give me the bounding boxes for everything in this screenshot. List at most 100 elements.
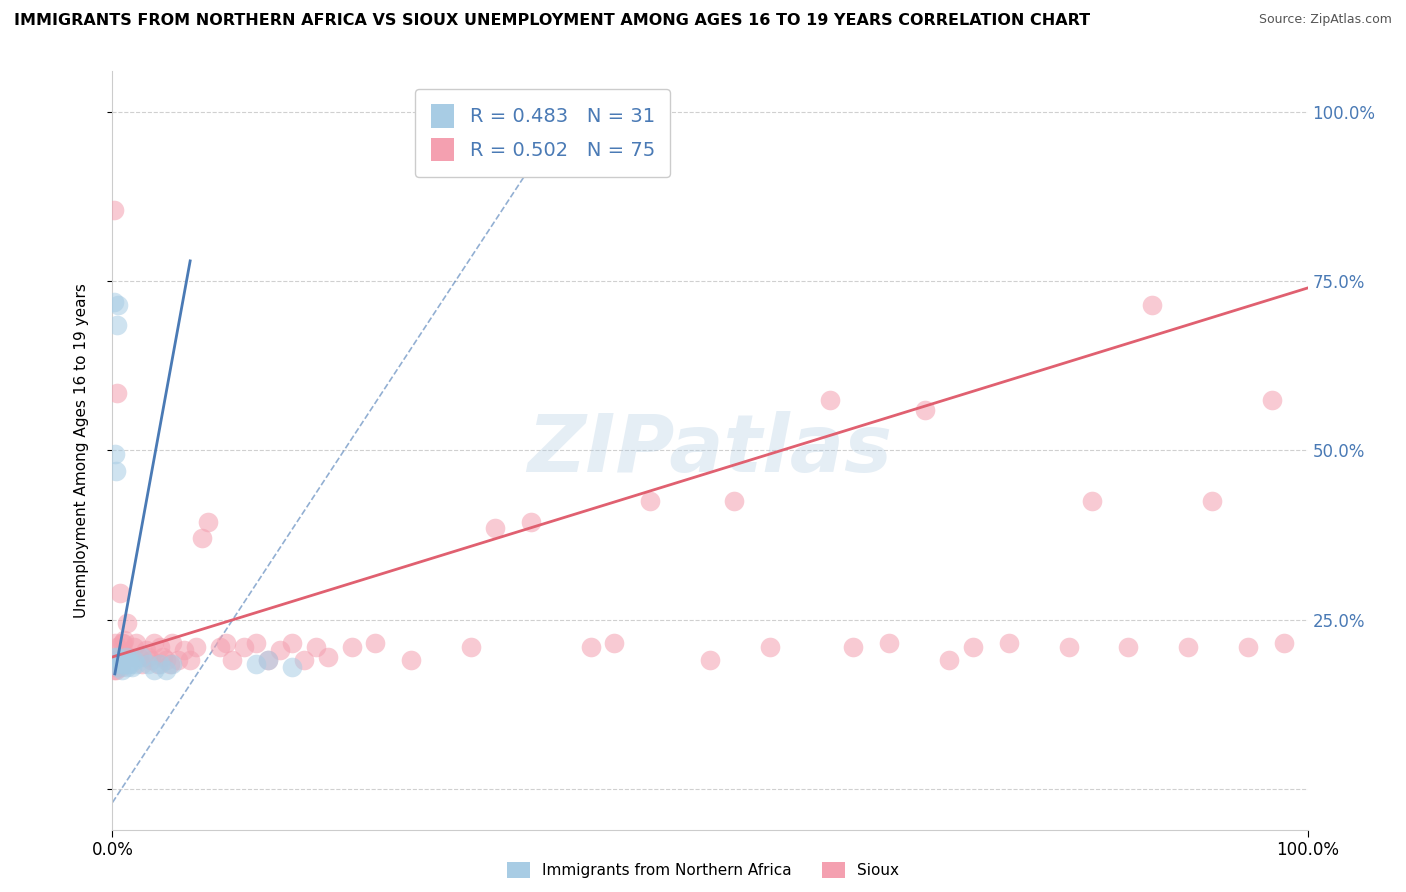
Point	[1272, 636, 1295, 650]
Point	[103, 653, 125, 667]
Point	[105, 385, 128, 400]
Point	[105, 640, 128, 654]
Point	[340, 640, 363, 654]
Point	[105, 653, 128, 667]
Legend: R = 0.483   N = 31, R = 0.502   N = 75: R = 0.483 N = 31, R = 0.502 N = 75	[415, 88, 671, 177]
Point	[149, 657, 172, 671]
Point	[115, 660, 138, 674]
Point	[138, 657, 160, 671]
Point	[120, 657, 142, 671]
Point	[105, 657, 128, 671]
Point	[245, 657, 267, 671]
Point	[245, 636, 267, 650]
Point	[104, 649, 127, 664]
Point	[122, 640, 145, 654]
Point	[108, 653, 131, 667]
Point	[159, 657, 181, 671]
Point	[962, 640, 984, 654]
Point	[105, 657, 128, 671]
Point	[146, 657, 169, 671]
Point	[143, 636, 166, 650]
Point	[139, 653, 162, 667]
Point	[143, 664, 166, 678]
Point	[1142, 298, 1164, 312]
Point	[152, 649, 174, 664]
Point	[131, 657, 153, 671]
Point	[257, 653, 280, 667]
Point	[723, 494, 745, 508]
Point	[879, 636, 901, 650]
Text: ZIPatlas: ZIPatlas	[527, 411, 893, 490]
Point	[111, 636, 134, 650]
Point	[104, 447, 127, 461]
Point	[842, 640, 865, 654]
Point	[155, 653, 177, 667]
Point	[105, 664, 128, 678]
Point	[914, 402, 936, 417]
Point	[167, 653, 190, 667]
Point	[1177, 640, 1199, 654]
Point	[191, 532, 214, 546]
Point	[114, 653, 135, 667]
Point	[520, 515, 543, 529]
Text: IMMIGRANTS FROM NORTHERN AFRICA VS SIOUX UNEMPLOYMENT AMONG AGES 16 TO 19 YEARS : IMMIGRANTS FROM NORTHERN AFRICA VS SIOUX…	[14, 13, 1090, 29]
Point	[112, 657, 135, 671]
Point	[316, 649, 339, 664]
Point	[186, 640, 208, 654]
Point	[107, 660, 129, 674]
Point	[103, 203, 125, 218]
Point	[138, 649, 160, 664]
Point	[460, 640, 482, 654]
Point	[162, 657, 183, 671]
Point	[484, 521, 506, 535]
Point	[179, 653, 201, 667]
Text: Source: ZipAtlas.com: Source: ZipAtlas.com	[1258, 13, 1392, 27]
Point	[197, 515, 219, 529]
Point	[108, 653, 131, 667]
Point	[111, 664, 134, 678]
Point	[114, 649, 136, 664]
Point	[579, 640, 602, 654]
Point	[221, 653, 243, 667]
Point	[105, 318, 128, 333]
Point	[209, 640, 232, 654]
Point	[818, 392, 841, 407]
Point	[110, 660, 132, 674]
Point	[233, 640, 256, 654]
Point	[114, 633, 135, 648]
Point	[305, 640, 328, 654]
Point	[257, 653, 280, 667]
Point	[155, 664, 177, 678]
Point	[603, 636, 626, 650]
Y-axis label: Unemployment Among Ages 16 to 19 years: Unemployment Among Ages 16 to 19 years	[75, 283, 89, 618]
Point	[281, 636, 304, 650]
Point	[105, 464, 128, 478]
Point	[215, 636, 238, 650]
Point	[117, 657, 139, 671]
Point	[121, 660, 143, 674]
Point	[115, 616, 138, 631]
Point	[104, 636, 127, 650]
Point	[1118, 640, 1140, 654]
Point	[364, 636, 387, 650]
Point	[173, 643, 195, 657]
Point	[112, 636, 135, 650]
Point	[110, 657, 132, 671]
Point	[759, 640, 782, 654]
Point	[125, 636, 148, 650]
Point	[125, 657, 148, 671]
Point	[107, 298, 129, 312]
Point	[103, 664, 125, 678]
Point	[1081, 494, 1104, 508]
Point	[162, 636, 183, 650]
Point	[128, 649, 150, 664]
Point	[938, 653, 960, 667]
Point	[998, 636, 1021, 650]
Point	[269, 643, 291, 657]
Point	[1057, 640, 1080, 654]
Point	[401, 653, 423, 667]
Point	[1201, 494, 1223, 508]
Point	[104, 660, 127, 674]
Point	[120, 649, 142, 664]
Legend: Immigrants from Northern Africa, Sioux: Immigrants from Northern Africa, Sioux	[501, 856, 905, 884]
